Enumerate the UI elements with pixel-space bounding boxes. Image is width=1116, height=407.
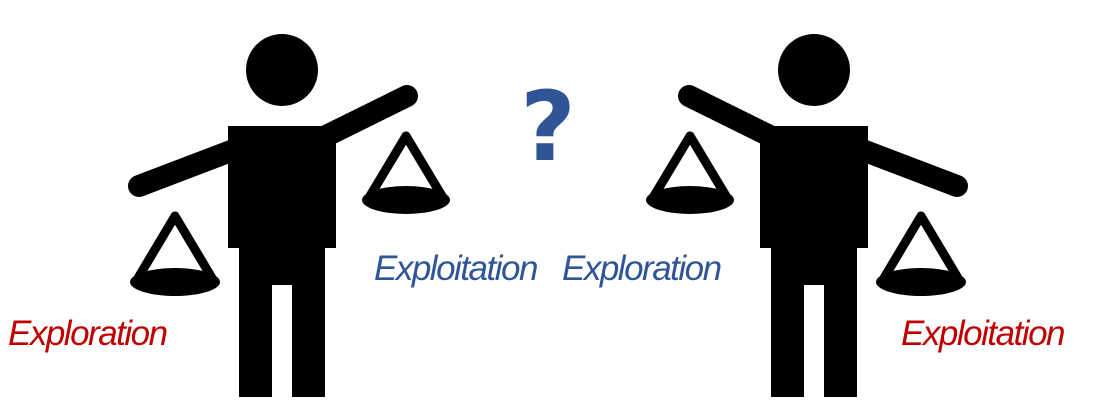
left-person-torso [228,126,336,397]
left-person-low-scale-pan [130,211,220,296]
left-person-figure [128,34,450,397]
left-person-lowered-arm [128,135,255,197]
right-person-figure [646,34,968,397]
left-person-raised-arm [307,85,418,151]
left-high-pan-label: Exploitation [374,249,537,288]
right-low-pan-label: Exploitation [901,314,1064,353]
right-person-raised-arm [678,85,789,151]
question-mark: ? [520,71,576,183]
left-low-pan-label: Exploration [8,314,167,353]
right-person-torso [760,126,868,397]
left-person-high-scale-pan [362,131,450,214]
right-person-head [778,34,850,106]
right-person-lowered-arm [841,135,968,197]
right-person-low-scale-pan [876,211,966,296]
left-person-head [246,34,318,106]
right-person-high-scale-pan [646,131,734,214]
right-high-pan-label: Exploration [562,249,721,288]
